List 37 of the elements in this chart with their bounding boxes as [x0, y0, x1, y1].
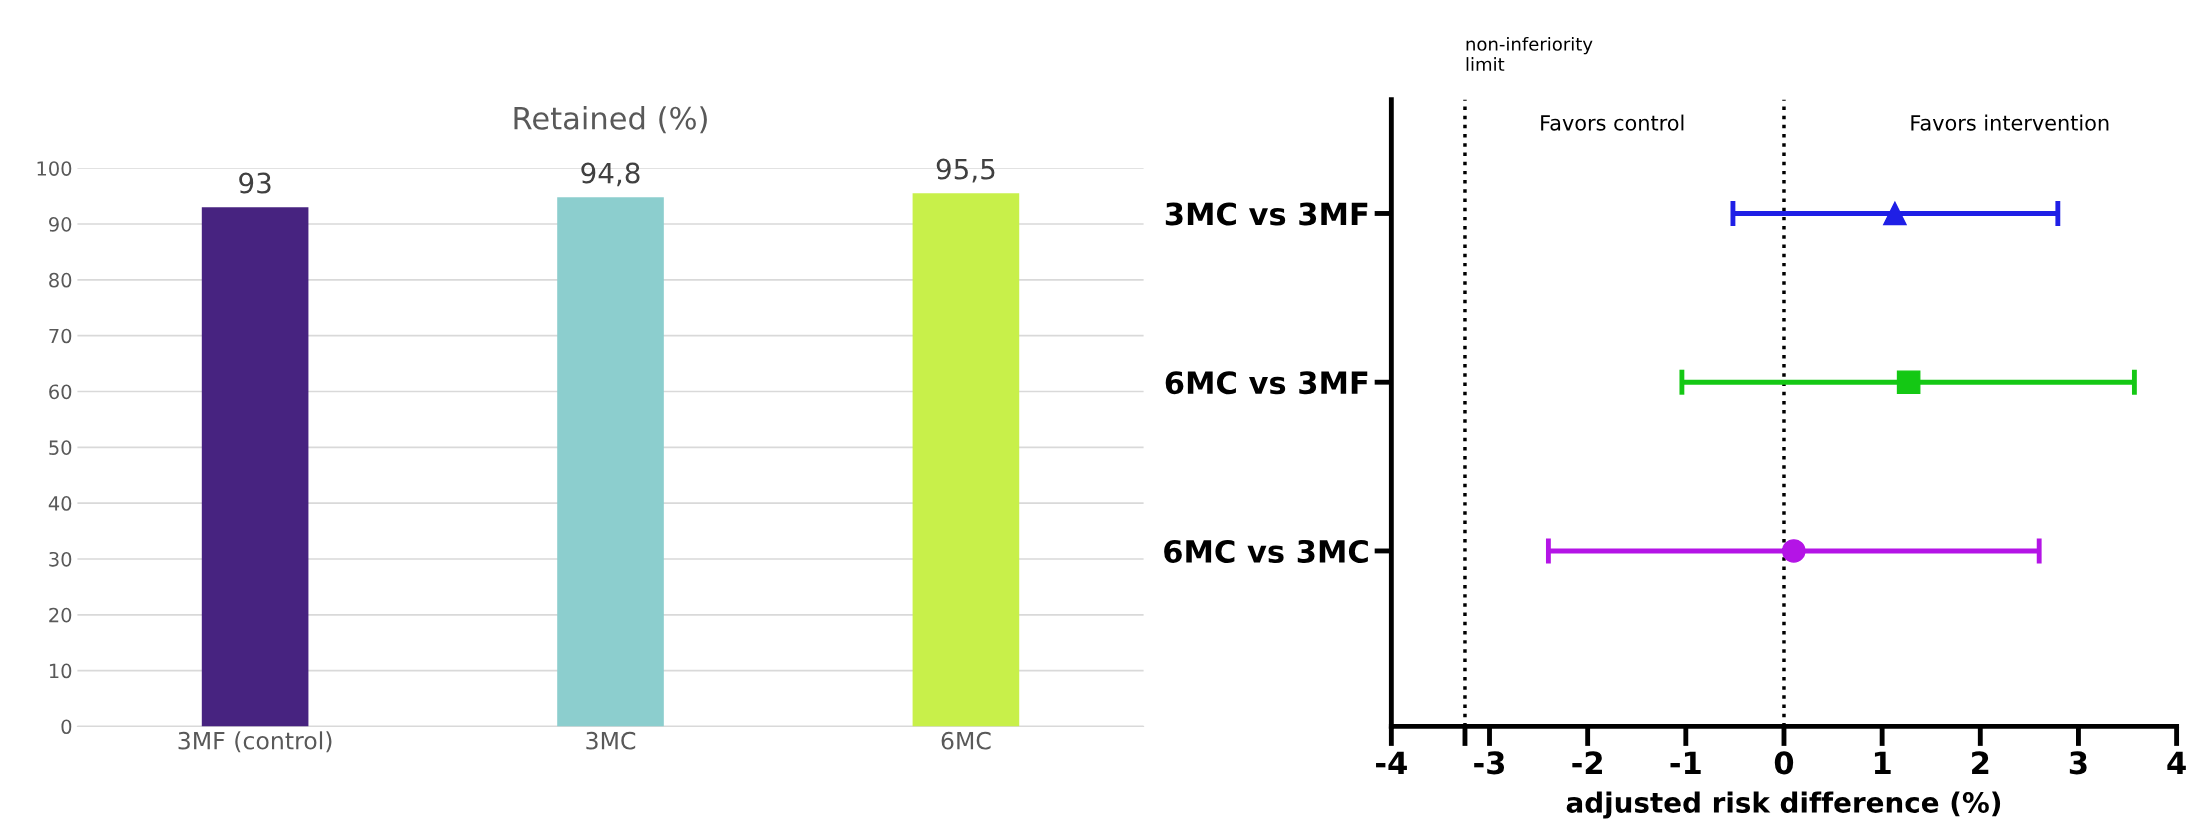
bar [912, 193, 1020, 727]
y-tick-label: 70 [49, 328, 72, 344]
x-tick-label: -4 [1376, 751, 1407, 774]
y-tick-label: 80 [49, 272, 72, 288]
y-tick-label: 90 [49, 216, 72, 232]
y-tick-label: 6MC vs 3MF [1165, 371, 1368, 395]
y-tick-label: 6MC vs 3MC [1164, 539, 1368, 563]
ref-line-label: non-inferiority limit [1466, 36, 1593, 71]
x-tick-label: 6MC [941, 731, 991, 750]
x-tick-label: 3MC [586, 731, 636, 750]
chart-title: Retained (%) [514, 106, 707, 134]
x-tick-label: 4 [2167, 751, 2186, 774]
y-tick-label: 50 [49, 440, 72, 455]
bar [557, 197, 664, 727]
data-label: 95,5 [936, 158, 995, 183]
y-tick-label: 20 [49, 607, 72, 623]
x-tick-label: -3 [1474, 751, 1505, 775]
x-tick-label: 2 [1972, 751, 1989, 774]
y-tick-label: 3MC vs 3MF [1165, 202, 1368, 226]
y-tick-label: 40 [48, 496, 72, 511]
y-tick-label: 100 [37, 161, 72, 176]
x-tick-label: -2 [1572, 751, 1602, 774]
annotation: Favors intervention [1911, 114, 2109, 131]
x-tick-label: 3 [2069, 751, 2087, 775]
data-label: 94,8 [581, 162, 640, 187]
x-tick-label: 1 [1874, 751, 1891, 774]
x-tick-label: 3MF (control) [178, 731, 332, 753]
data-label: 93 [239, 172, 271, 194]
y-tick-label: 60 [49, 384, 72, 400]
x-tick-label: -1 [1670, 751, 1701, 774]
y-tick-label: 30 [49, 551, 72, 567]
y-tick-label: 10 [49, 663, 72, 679]
annotation: Favors control [1541, 114, 1684, 131]
bar [201, 207, 309, 727]
x-axis-title: adjusted risk difference (%) [1566, 791, 2001, 819]
x-tick-label: 0 [1774, 751, 1794, 775]
y-tick-label: 0 [61, 719, 72, 735]
